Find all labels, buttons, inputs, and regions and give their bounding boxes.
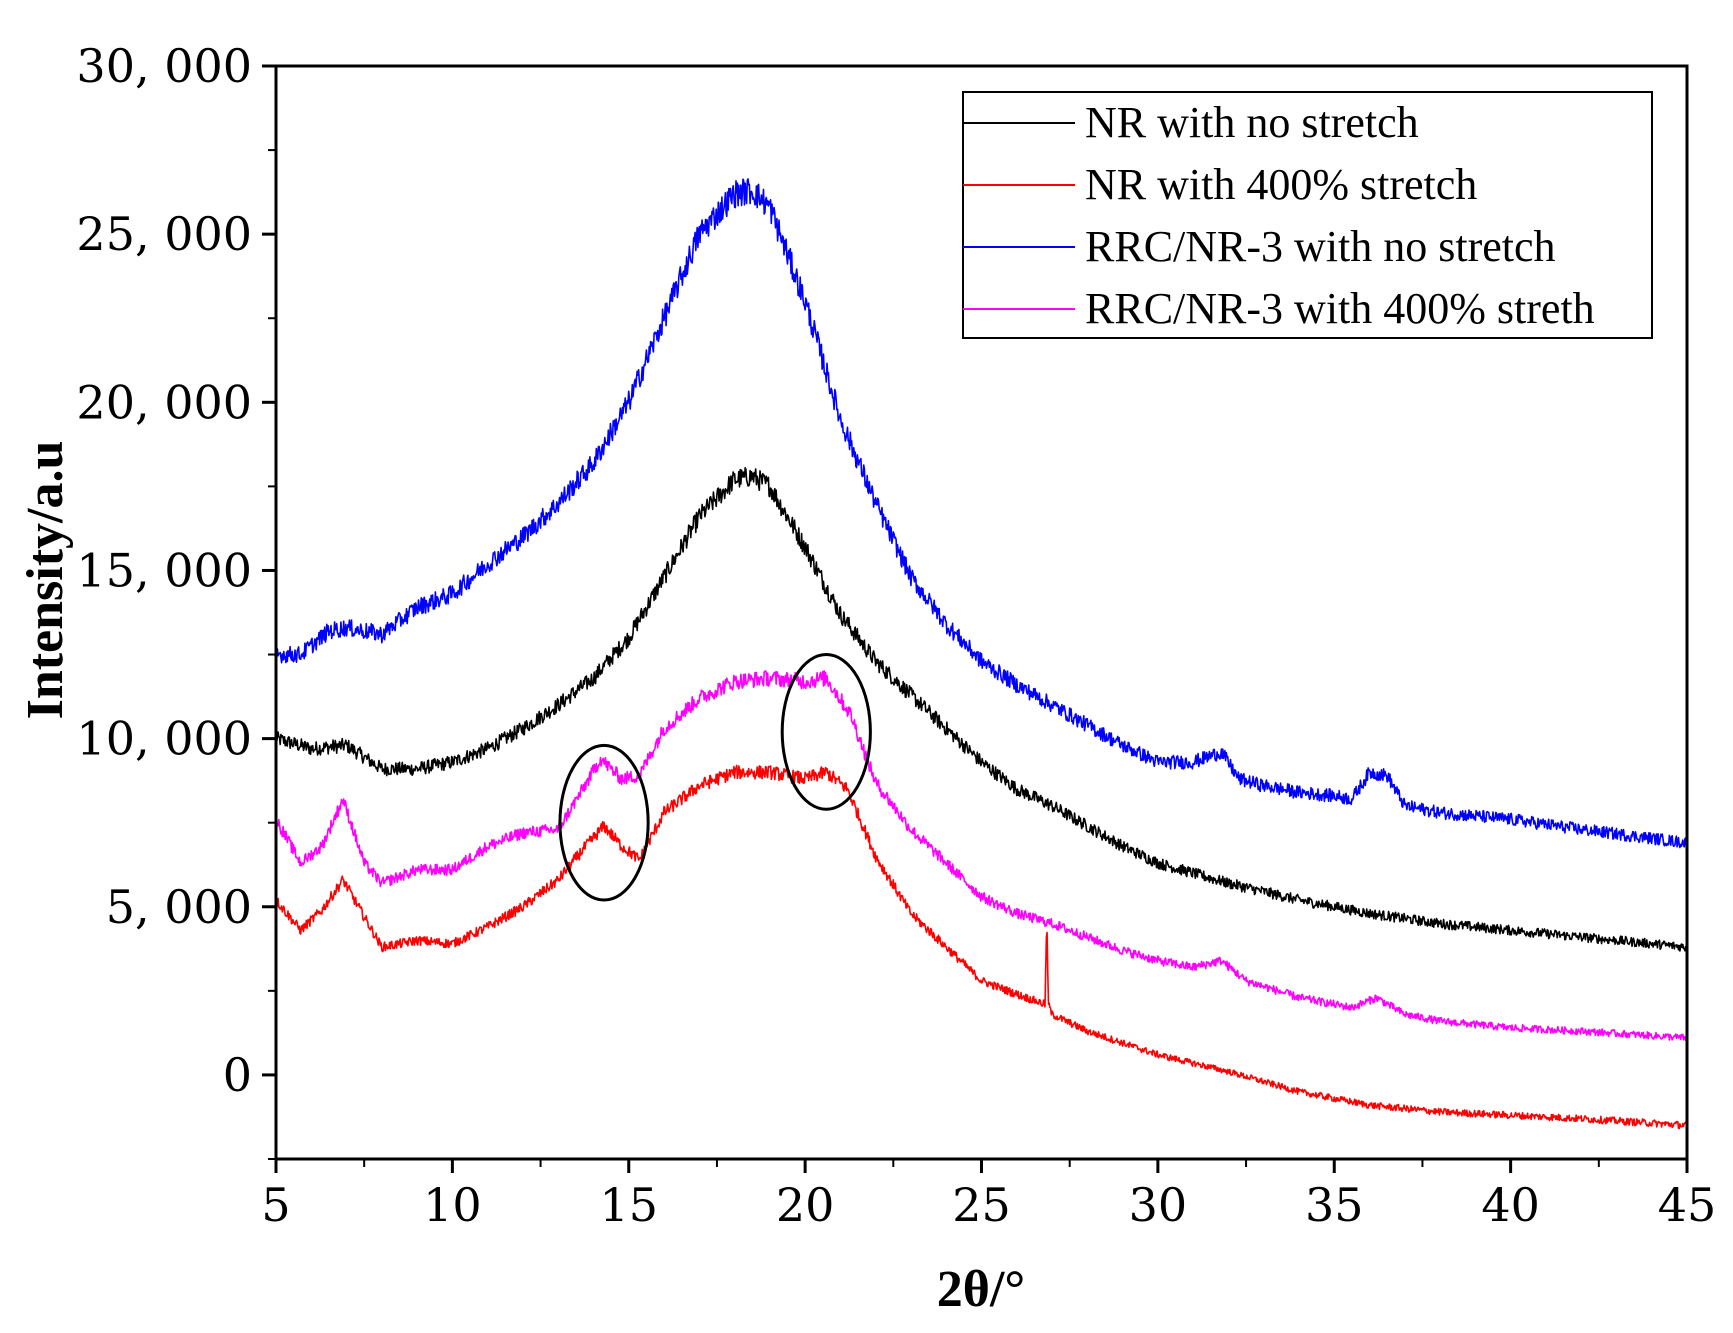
axis-layer: 5 10 15 20 25 30 35 40 45 0 5, 000 10, 000 15, 000 20… [76, 39, 1716, 1232]
series-line-2 [275, 178, 1688, 850]
series-line-3 [275, 670, 1688, 1042]
legend-label-nr-no-stretch: NR with no stretch [1085, 98, 1419, 147]
y-tick-label: 15, 000 [76, 543, 252, 597]
legend-label-rrc-nr3-no-stretch: RRC/NR-3 with no stretch [1085, 222, 1556, 271]
x-tick-label: 20 [776, 1178, 835, 1232]
x-tick-label: 10 [423, 1178, 482, 1232]
legend: NR with no stretch NR with 400% stretch … [962, 91, 1653, 339]
x-axis-title: 2θ/° [937, 1261, 1025, 1318]
legend-label-rrc-nr3-400-stretch: RRC/NR-3 with 400% streth [1085, 284, 1595, 333]
x-tick-label: 40 [1481, 1178, 1540, 1232]
y-tick-label: 25, 000 [76, 207, 252, 261]
y-tick-label: 10, 000 [76, 712, 252, 766]
x-tick-label: 25 [952, 1178, 1011, 1232]
series-line-0 [275, 467, 1688, 952]
legend-box [962, 91, 1653, 339]
legend-label-nr-400-stretch: NR with 400% stretch [1085, 160, 1477, 209]
series-layer [275, 178, 1688, 1130]
y-tick-label: 5, 000 [106, 880, 252, 934]
x-tick-label: 45 [1658, 1178, 1717, 1232]
y-tick-label: 0 [223, 1048, 252, 1102]
highlight-ellipse-0 [558, 743, 650, 902]
x-tick-label: 30 [1129, 1178, 1188, 1232]
highlight-ellipse-1 [780, 653, 872, 811]
x-tick-label: 35 [1305, 1178, 1364, 1232]
x-tick-label: 5 [261, 1178, 290, 1232]
y-axis-title: Intensity/a.u [17, 441, 74, 720]
annotation-layer [558, 653, 872, 902]
x-tick-label: 15 [599, 1178, 658, 1232]
y-tick-label: 20, 000 [76, 375, 252, 429]
y-tick-label: 30, 000 [76, 39, 252, 93]
series-line-1 [275, 764, 1688, 1130]
